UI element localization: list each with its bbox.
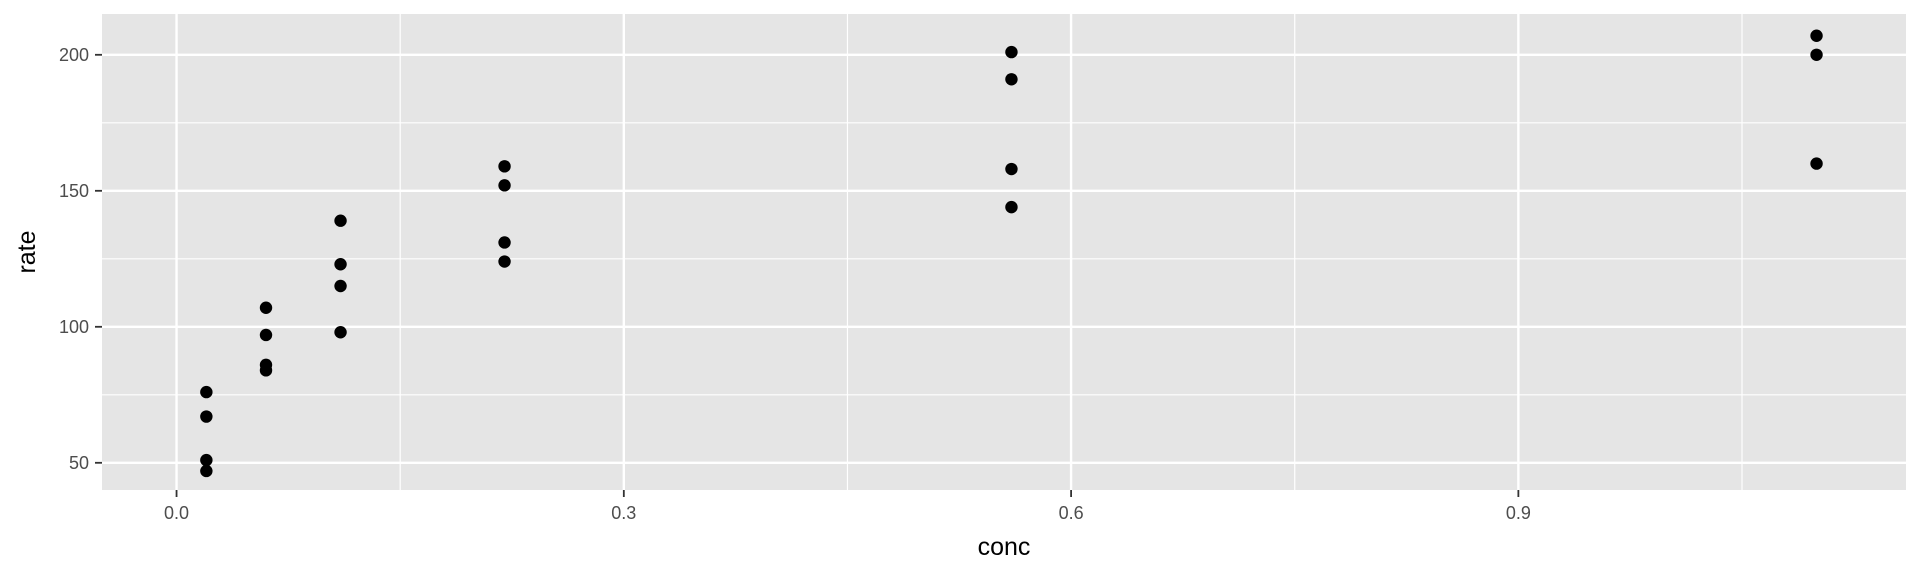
y-axis-title: rate: [13, 230, 41, 273]
x-axis: 0.0 0.3 0.6 0.9: [164, 490, 1531, 523]
major-gridlines: [102, 14, 1906, 490]
data-point: [334, 279, 347, 293]
plot-panel: [102, 14, 1906, 490]
y-axis: 50 100 150 200: [59, 45, 102, 473]
data-point: [498, 236, 511, 249]
data-point: [200, 410, 213, 423]
data-points: [200, 29, 1823, 478]
x-tick-label: 0.9: [1506, 503, 1531, 523]
data-point: [498, 179, 511, 192]
y-tick-label: 50: [69, 453, 89, 473]
data-point: [334, 326, 347, 339]
data-point: [1005, 73, 1018, 86]
data-point: [200, 385, 213, 399]
x-tick-label: 0.0: [164, 503, 189, 523]
data-point: [498, 255, 511, 268]
y-tick-label: 150: [59, 181, 89, 201]
data-point: [1810, 157, 1823, 170]
y-tick-label: 200: [59, 45, 89, 65]
data-point: [498, 160, 511, 173]
data-point: [259, 301, 273, 314]
data-point: [1005, 45, 1018, 59]
x-tick-label: 0.6: [1059, 503, 1084, 523]
data-point: [200, 464, 213, 478]
data-point: [259, 328, 273, 342]
data-point: [1005, 162, 1018, 176]
data-point: [259, 364, 273, 377]
data-point: [1810, 48, 1823, 61]
y-tick-label: 100: [59, 317, 89, 337]
data-point: [334, 214, 347, 227]
data-point: [1005, 200, 1018, 214]
x-tick-label: 0.3: [611, 503, 636, 523]
data-point: [1810, 29, 1823, 42]
minor-gridlines: [102, 14, 1906, 490]
data-point: [334, 258, 347, 271]
x-axis-title: conc: [978, 533, 1031, 561]
data-point: [200, 453, 213, 467]
